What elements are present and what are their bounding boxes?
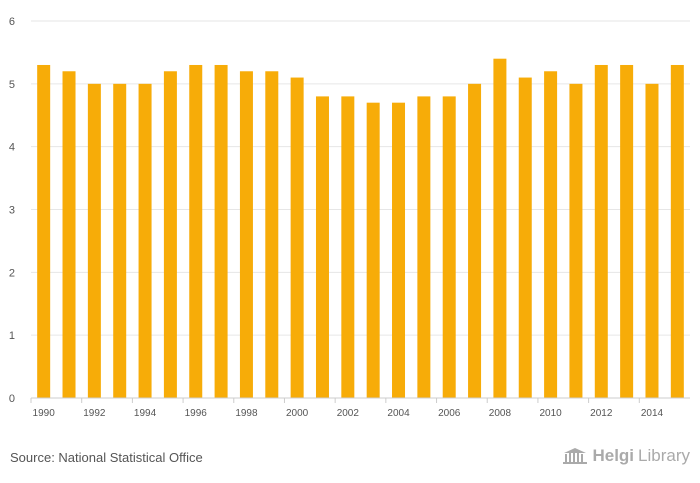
x-tick-label: 2010 — [539, 408, 562, 419]
bar-1994 — [138, 83, 152, 398]
x-tick-label: 1996 — [185, 408, 208, 419]
y-tick-label: 2 — [9, 267, 15, 279]
x-tick-label: 1994 — [134, 408, 157, 419]
bar-2005 — [417, 96, 431, 399]
y-tick-label: 1 — [9, 330, 15, 342]
y-tick-label: 6 — [9, 16, 15, 28]
y-tick-label: 3 — [9, 205, 15, 217]
bar-1997 — [214, 64, 228, 398]
x-tick-label: 1998 — [235, 408, 258, 419]
x-tick-label: 2008 — [489, 408, 512, 419]
bar-1999 — [265, 71, 279, 399]
bar-2015 — [670, 64, 684, 398]
source-note: Source: National Statistical Office — [10, 450, 203, 465]
x-tick-label: 2012 — [590, 408, 613, 419]
y-tick-label: 5 — [9, 79, 15, 91]
x-tick-label: 2014 — [641, 408, 664, 419]
bar-2000 — [290, 77, 304, 399]
bar-2010 — [544, 71, 558, 399]
bar-1991 — [62, 71, 76, 399]
y-tick-label: 0 — [9, 393, 15, 405]
bar-2011 — [569, 83, 583, 398]
library-building-icon — [562, 447, 588, 465]
bar-1996 — [189, 64, 203, 398]
x-tick-label: 2006 — [438, 408, 461, 419]
logo-text-library: Library — [638, 446, 690, 465]
bar-2013 — [620, 64, 634, 398]
bar-1993 — [113, 83, 127, 398]
grid-lines — [31, 20, 690, 336]
bar-2012 — [594, 64, 608, 398]
bar-2002 — [341, 96, 355, 399]
bar-2004 — [392, 102, 406, 398]
x-tick-label: 2004 — [387, 408, 410, 419]
bar-2008 — [493, 58, 507, 398]
bar-1998 — [239, 71, 253, 399]
x-tick-label: 1990 — [33, 408, 56, 419]
x-tick-label: 1992 — [83, 408, 106, 419]
bar-2009 — [518, 77, 532, 399]
bars — [37, 58, 684, 399]
bar-2006 — [442, 96, 456, 399]
bar-1995 — [163, 71, 177, 399]
bar-chart: 0 1 2 3 4 5 6 1990 1992 1994 1996 1998 2000 2002 2004… — [9, 16, 690, 419]
x-axis-ticks: 1990 1992 1994 1996 1998 2000 2002 2004 2006 2008… — [30, 398, 664, 419]
logo-text-helgi: Helgi — [592, 446, 635, 465]
x-tick-label: 2000 — [286, 408, 309, 419]
bar-1992 — [87, 83, 101, 398]
bar-2003 — [366, 102, 380, 398]
y-tick-label: 4 — [9, 142, 15, 154]
bar-2014 — [645, 83, 659, 398]
bar-2007 — [468, 83, 482, 398]
helgi-library-logo[interactable]: Helgi Library — [562, 446, 690, 466]
bar-1990 — [37, 64, 51, 398]
bar-2001 — [315, 96, 329, 399]
y-axis-ticks: 0 1 2 3 4 5 6 — [9, 16, 15, 405]
x-tick-label: 2002 — [337, 408, 360, 419]
